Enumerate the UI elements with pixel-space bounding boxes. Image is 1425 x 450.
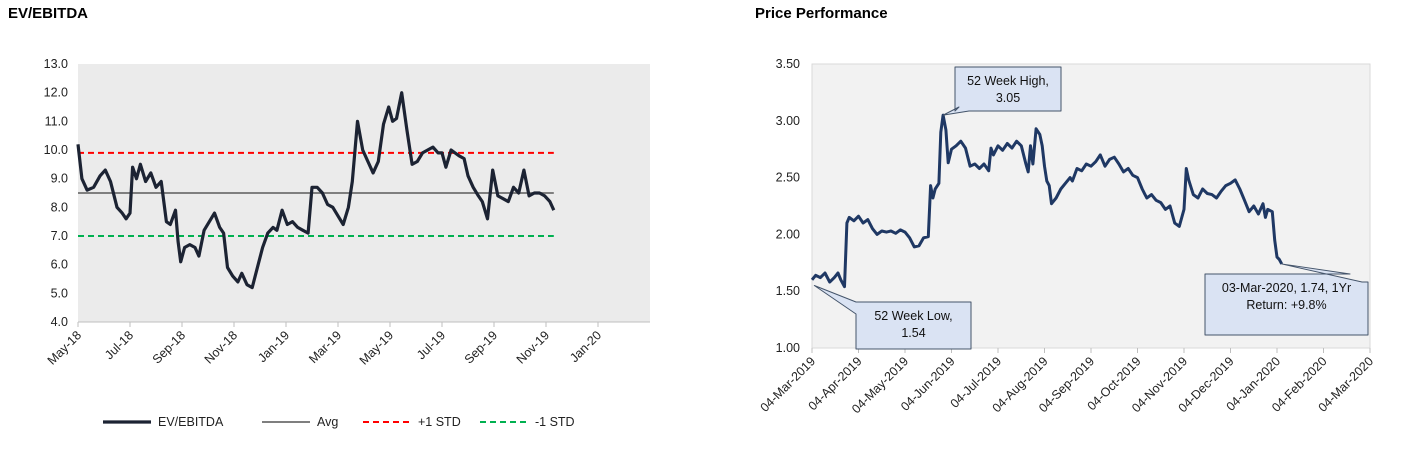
- y-tick-label: 12.0: [44, 86, 68, 100]
- y-tick-label: 2.00: [776, 227, 800, 241]
- y-tick-label: 11.0: [45, 114, 68, 128]
- annotation-text: 1.54: [901, 326, 925, 340]
- annotation-callout-low: [813, 285, 972, 350]
- legend-label: Avg: [317, 415, 338, 429]
- y-tick-label: 7.0: [51, 229, 68, 243]
- price-series-line: [810, 113, 1284, 289]
- y-tick-label: 9.0: [51, 172, 68, 186]
- legend-label: EV/EBITDA: [158, 415, 224, 429]
- y-tick-label: 13.0: [44, 57, 68, 71]
- annotation-text: Return: +9.8%: [1246, 298, 1326, 312]
- legend-label: +1 STD: [418, 415, 461, 429]
- y-tick-label: 5.0: [51, 286, 68, 300]
- price-performance-chart-title: Price Performance: [755, 5, 888, 22]
- y-tick-label: 8.0: [51, 200, 68, 214]
- annotation-callout-high: [942, 66, 1062, 116]
- legend-label: -1 STD: [535, 415, 575, 429]
- y-tick-label: 6.0: [51, 258, 68, 272]
- y-tick-label: 10.0: [44, 143, 68, 157]
- y-tick-label: 4.0: [51, 315, 68, 329]
- ev-ebitda-chart-title: EV/EBITDA: [8, 5, 89, 22]
- annotation-text: 3.05: [996, 91, 1020, 105]
- y-tick-label: 1.00: [776, 341, 800, 355]
- annotation-text: 03-Mar-2020, 1.74, 1Yr: [1222, 281, 1351, 295]
- annotation-text: 52 Week High,: [967, 74, 1049, 88]
- y-tick-label: 1.50: [776, 284, 800, 298]
- ev-ebitda-chart: 4.05.06.07.08.09.010.011.012.013.0May-18…: [44, 57, 650, 429]
- y-tick-label: 3.00: [776, 114, 800, 128]
- y-tick-label: 3.50: [776, 57, 800, 71]
- y-tick-label: 2.50: [776, 171, 800, 185]
- annotation-callout-last: [1204, 263, 1369, 336]
- annotation-text: 52 Week Low,: [874, 309, 952, 323]
- series-line-ev-ebitda: [76, 91, 556, 290]
